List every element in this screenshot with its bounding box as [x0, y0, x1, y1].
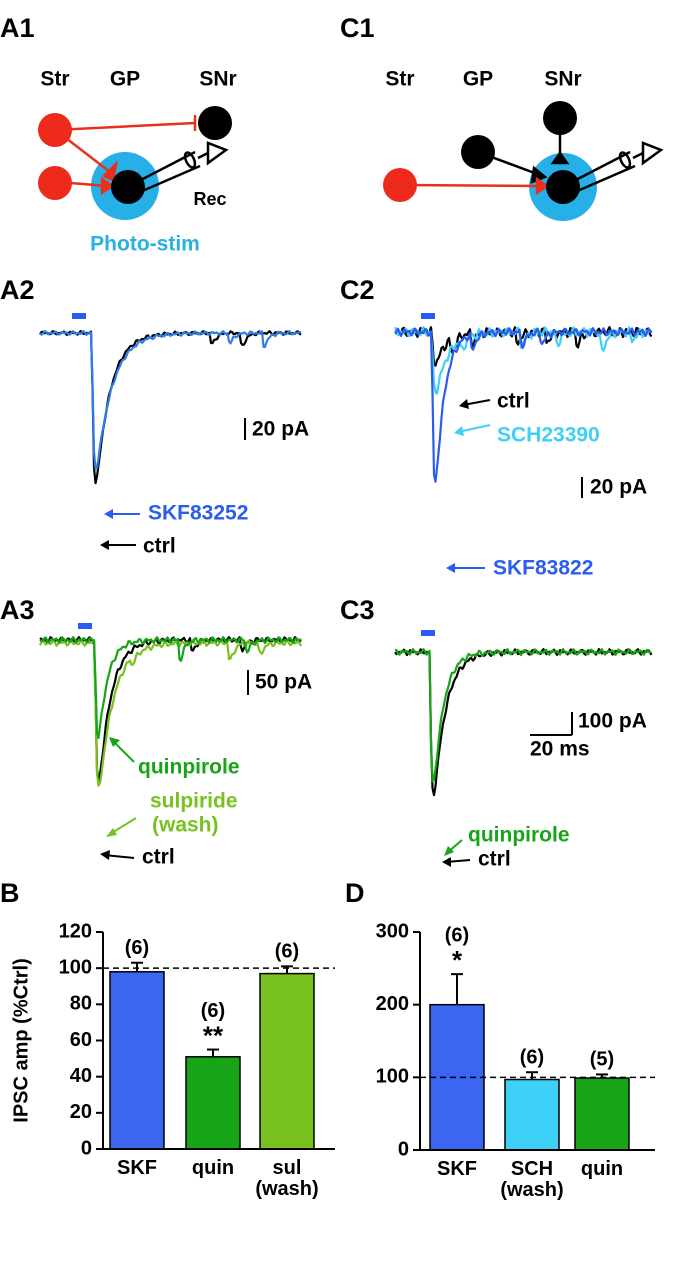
y-tick-label: 60 — [70, 1029, 92, 1051]
neuron — [383, 168, 417, 202]
y-axis-label: IPSC amp (%Ctrl) — [10, 958, 32, 1122]
trace-label: ctrl — [478, 848, 511, 871]
y-tick-label: 0 — [81, 1137, 92, 1159]
neuron — [38, 113, 72, 147]
pipette — [134, 141, 229, 194]
scale-label: 20 pA — [590, 476, 647, 499]
trace-label: sulpiride — [150, 790, 238, 813]
y-tick-label: 100 — [59, 956, 92, 978]
pipette — [569, 141, 664, 194]
y-tick-label: 300 — [376, 920, 409, 942]
trace-label: quinpirole — [468, 824, 570, 847]
x-tick-label: quin — [581, 1158, 623, 1180]
panel-label: D — [345, 878, 365, 908]
neuron — [111, 170, 145, 204]
y-tick-label: 80 — [70, 993, 92, 1015]
trace-label: ctrl — [143, 535, 176, 558]
x-tick-label: sul (wash) — [255, 1157, 318, 1200]
diagram-label: GP — [110, 68, 140, 91]
n-label: (5) — [590, 1049, 614, 1071]
trace — [39, 636, 302, 739]
trace-label: SKF83252 — [148, 502, 248, 525]
diagram-label: Rec — [193, 189, 226, 209]
trace-label: ctrl — [142, 846, 175, 869]
traces — [38, 326, 653, 797]
trace-label: SKF83822 — [493, 557, 593, 580]
n-label: (6) — [445, 924, 469, 946]
y-tick-label: 40 — [70, 1065, 92, 1087]
trace — [394, 326, 653, 367]
n-label: (6) — [275, 941, 299, 963]
trace — [39, 330, 302, 470]
diagram-label: Str — [385, 68, 414, 91]
trace — [394, 648, 652, 783]
bar — [109, 971, 165, 1150]
x-tick-label: SKF — [117, 1157, 157, 1179]
neuron — [38, 166, 72, 200]
y-tick-label: 100 — [376, 1066, 409, 1088]
diagram-label: Str — [40, 68, 69, 91]
bar-charts: (6)SKF(6)**quin(6)sul (wash)0204060801001… — [10, 920, 655, 1201]
bar — [574, 1077, 630, 1151]
arrows — [100, 399, 491, 867]
n-label: (6) — [201, 1000, 225, 1022]
panel-label: C2 — [340, 275, 375, 305]
x-tick-label: SKF — [437, 1158, 477, 1180]
y-tick-label: 200 — [376, 993, 409, 1015]
neuron — [461, 135, 495, 169]
scale-label: 100 pA — [578, 710, 647, 733]
significance: ** — [203, 1020, 224, 1050]
y-tick-label: 20 — [70, 1101, 92, 1123]
diagram-label: SNr — [199, 68, 236, 91]
y-tick-label: 0 — [398, 1138, 409, 1160]
neuron — [198, 106, 232, 140]
stim-bar — [72, 313, 86, 319]
diagram-label: Photo-stim — [90, 233, 200, 256]
trace — [394, 326, 653, 395]
n-label: (6) — [520, 1047, 544, 1069]
stim-bar — [78, 623, 92, 629]
panel-label: A2 — [0, 275, 35, 305]
panel-label: A3 — [0, 595, 35, 625]
x-tick-label: quin — [192, 1157, 234, 1179]
y-tick-label: 120 — [59, 920, 92, 942]
neuron — [546, 170, 580, 204]
bar — [259, 972, 315, 1150]
panel-label: C1 — [340, 13, 375, 43]
stim-bar — [421, 313, 435, 319]
trace-label: quinpirole — [138, 756, 240, 779]
scale-label: 20 ms — [530, 738, 590, 761]
trace-label: SCH23390 — [497, 424, 600, 447]
panel-label: C3 — [340, 595, 375, 625]
projections — [54, 115, 197, 196]
stim-bar — [421, 630, 435, 636]
scale-bar — [244, 418, 583, 736]
bar — [504, 1078, 560, 1151]
trace — [394, 327, 653, 483]
diagram-label: GP — [463, 68, 493, 91]
x-tick-label: SCH (wash) — [500, 1158, 563, 1201]
neuron — [543, 101, 577, 135]
trace-label: (wash) — [152, 814, 219, 837]
diagram-label: SNr — [544, 68, 581, 91]
projections — [399, 176, 550, 196]
trace — [39, 330, 302, 485]
trace-label: ctrl — [497, 390, 530, 413]
scale-label: 50 pA — [255, 671, 312, 694]
scale-label: 20 pA — [252, 418, 309, 441]
panel-label: A1 — [0, 13, 35, 43]
panel-label: B — [0, 878, 20, 908]
bar — [185, 1056, 241, 1150]
n-label: (6) — [125, 937, 149, 959]
significance: * — [452, 945, 463, 975]
